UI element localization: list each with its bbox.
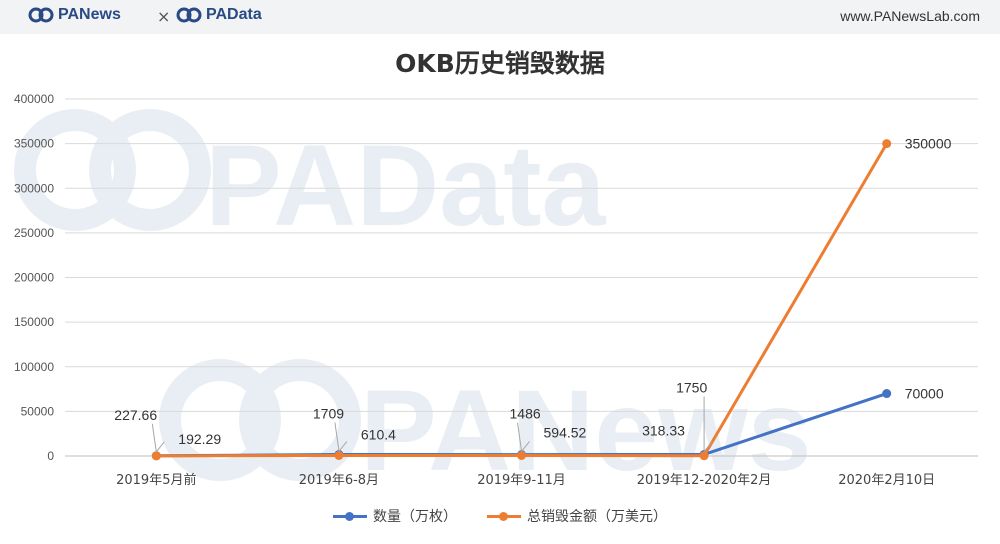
data-label: 594.52 [544, 424, 587, 440]
data-label: 227.66 [114, 407, 157, 423]
y-tick-label: 50000 [21, 404, 55, 418]
watermark-upper: PAData [205, 122, 607, 250]
grid-lines [65, 98, 978, 457]
x-tick-label: 2019年6-8月 [299, 473, 379, 488]
y-tick-label: 350000 [14, 137, 54, 151]
y-tick-label: 300000 [14, 181, 54, 195]
leader-line [517, 422, 522, 451]
header-bar: PANews × PAData www.PANewsLab.com [0, 0, 1000, 34]
y-tick-label: 0 [47, 449, 54, 463]
leader-line [151, 423, 157, 452]
x-tick-label: 2019年12-2020年2月 [637, 473, 772, 488]
panews-logo-icon [28, 7, 54, 23]
leader-line [521, 441, 530, 452]
data-point [517, 450, 526, 460]
data-label: 610.4 [361, 426, 396, 442]
y-tick-label: 100000 [14, 360, 54, 374]
leader-line [338, 441, 348, 452]
data-label: 318.33 [642, 423, 685, 439]
chart-title: OKB历史销毁数据 [395, 49, 605, 78]
brand-separator: × [157, 7, 171, 26]
x-tick-label: 2020年2月10日 [838, 473, 935, 488]
site-url: www.PANewsLab.com [840, 8, 980, 24]
data-label: 1486 [510, 406, 541, 422]
data-label: 1709 [313, 405, 344, 421]
leader-line [334, 422, 340, 451]
data-point [334, 450, 344, 460]
padata-brand: PAData [176, 6, 262, 24]
leader-line [155, 441, 165, 453]
watermark: PAData PANews [14, 109, 812, 495]
y-tick-label: 400000 [14, 92, 54, 106]
chart-legend: 数量（万枚） 总销毁金额（万美元） [0, 506, 1000, 526]
data-label: 350000 [905, 136, 952, 152]
legend-item-amount: 总销毁金额（万美元） [487, 506, 667, 526]
data-point [882, 389, 892, 399]
data-label: 192.29 [178, 431, 221, 447]
leader-line [703, 441, 713, 453]
legend-item-quantity: 数量（万枚） [333, 506, 457, 526]
legend-swatch-quantity [333, 511, 367, 521]
data-point [151, 451, 161, 461]
data-label: 1750 [676, 379, 707, 395]
data-point [882, 139, 892, 149]
brand-right-text: PAData [206, 6, 262, 23]
y-tick-label: 150000 [14, 315, 54, 329]
y-tick-label: 250000 [14, 226, 54, 240]
x-tick-label: 2019年5月前 [116, 472, 196, 488]
watermark-logo-icon [14, 109, 361, 481]
legend-label-quantity: 数量（万枚） [373, 509, 457, 525]
brand-left-text: PANews [58, 6, 121, 23]
x-tick-label: 2019年9-11月 [477, 473, 566, 488]
legend-label-amount: 总销毁金额（万美元） [527, 509, 667, 525]
panews-brand: PANews [28, 6, 121, 24]
y-tick-label: 200000 [14, 271, 54, 285]
data-point [699, 451, 709, 461]
data-label: 70000 [905, 386, 944, 402]
x-axis: 2019年5月前 2019年6-8月 2019年9-11月 2019年12-2020年… [116, 472, 935, 488]
legend-swatch-amount [487, 511, 521, 521]
watermark-lower: PANews [360, 367, 812, 495]
series-layer [151, 139, 892, 461]
y-axis: 0 50000 100000 150000 200000 250000 300000 3500… [14, 92, 54, 463]
padata-logo-icon [176, 7, 202, 23]
